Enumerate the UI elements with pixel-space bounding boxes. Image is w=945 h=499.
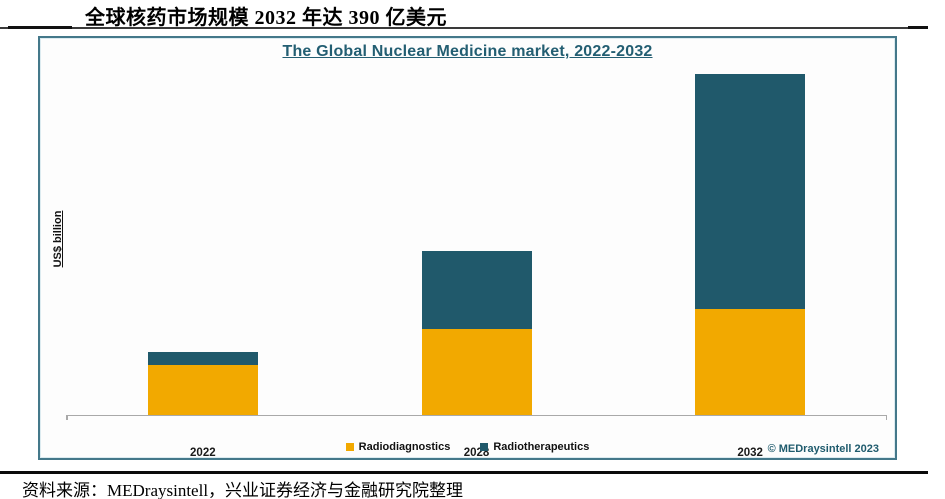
- legend-swatch-icon: [345, 443, 354, 451]
- bar-2032: [695, 73, 806, 415]
- title-underline-left-cap: [8, 25, 72, 29]
- title-underline-right-cap: [908, 25, 928, 29]
- bar-segment-radiodiagnostics-2028: [421, 329, 532, 415]
- bar-segment-radiotherapeutics-2022: [147, 352, 258, 366]
- bar-segment-radiotherapeutics-2032: [695, 73, 806, 310]
- y-axis-label: US$ billion: [52, 210, 64, 268]
- plot-area: 2022 2028 2032: [66, 65, 887, 459]
- x-axis-line: [66, 414, 887, 416]
- bar-2028: [421, 251, 532, 415]
- chart-legend: Radiodiagnostics Radiotherapeutics: [40, 441, 895, 453]
- chart-title: The Global Nuclear Medicine market, 2022…: [282, 43, 653, 60]
- bar-segment-radiodiagnostics-2022: [147, 365, 258, 415]
- x-axis-end-tick: [885, 415, 887, 420]
- x-tick-label-2022: 2022: [190, 447, 216, 459]
- x-axis-end-tick: [66, 415, 68, 420]
- bar-segment-radiodiagnostics-2032: [695, 309, 806, 415]
- chart-frame: The Global Nuclear Medicine market, 2022…: [38, 36, 897, 460]
- title-underline: [0, 27, 928, 29]
- legend-swatch-icon: [480, 443, 489, 451]
- footer-rule: [0, 471, 928, 474]
- source-line: 资料来源：MEDraysintell，兴业证券经济与金融研究院整理: [22, 481, 464, 499]
- legend-item-radiodiagnostics: Radiodiagnostics: [345, 441, 451, 453]
- chart-copyright: © MEDraysintell 2023: [767, 443, 879, 455]
- legend-item-radiotherapeutics: Radiotherapeutics: [480, 441, 589, 453]
- legend-label: Radiodiagnostics: [358, 441, 451, 453]
- legend-label: Radiotherapeutics: [493, 441, 590, 453]
- bar-segment-radiotherapeutics-2028: [421, 251, 532, 330]
- bar-2022: [147, 352, 258, 415]
- x-tick-label-2032: 2032: [737, 447, 763, 459]
- page-title: 全球核药市场规模 2032 年达 390 亿美元: [85, 7, 447, 29]
